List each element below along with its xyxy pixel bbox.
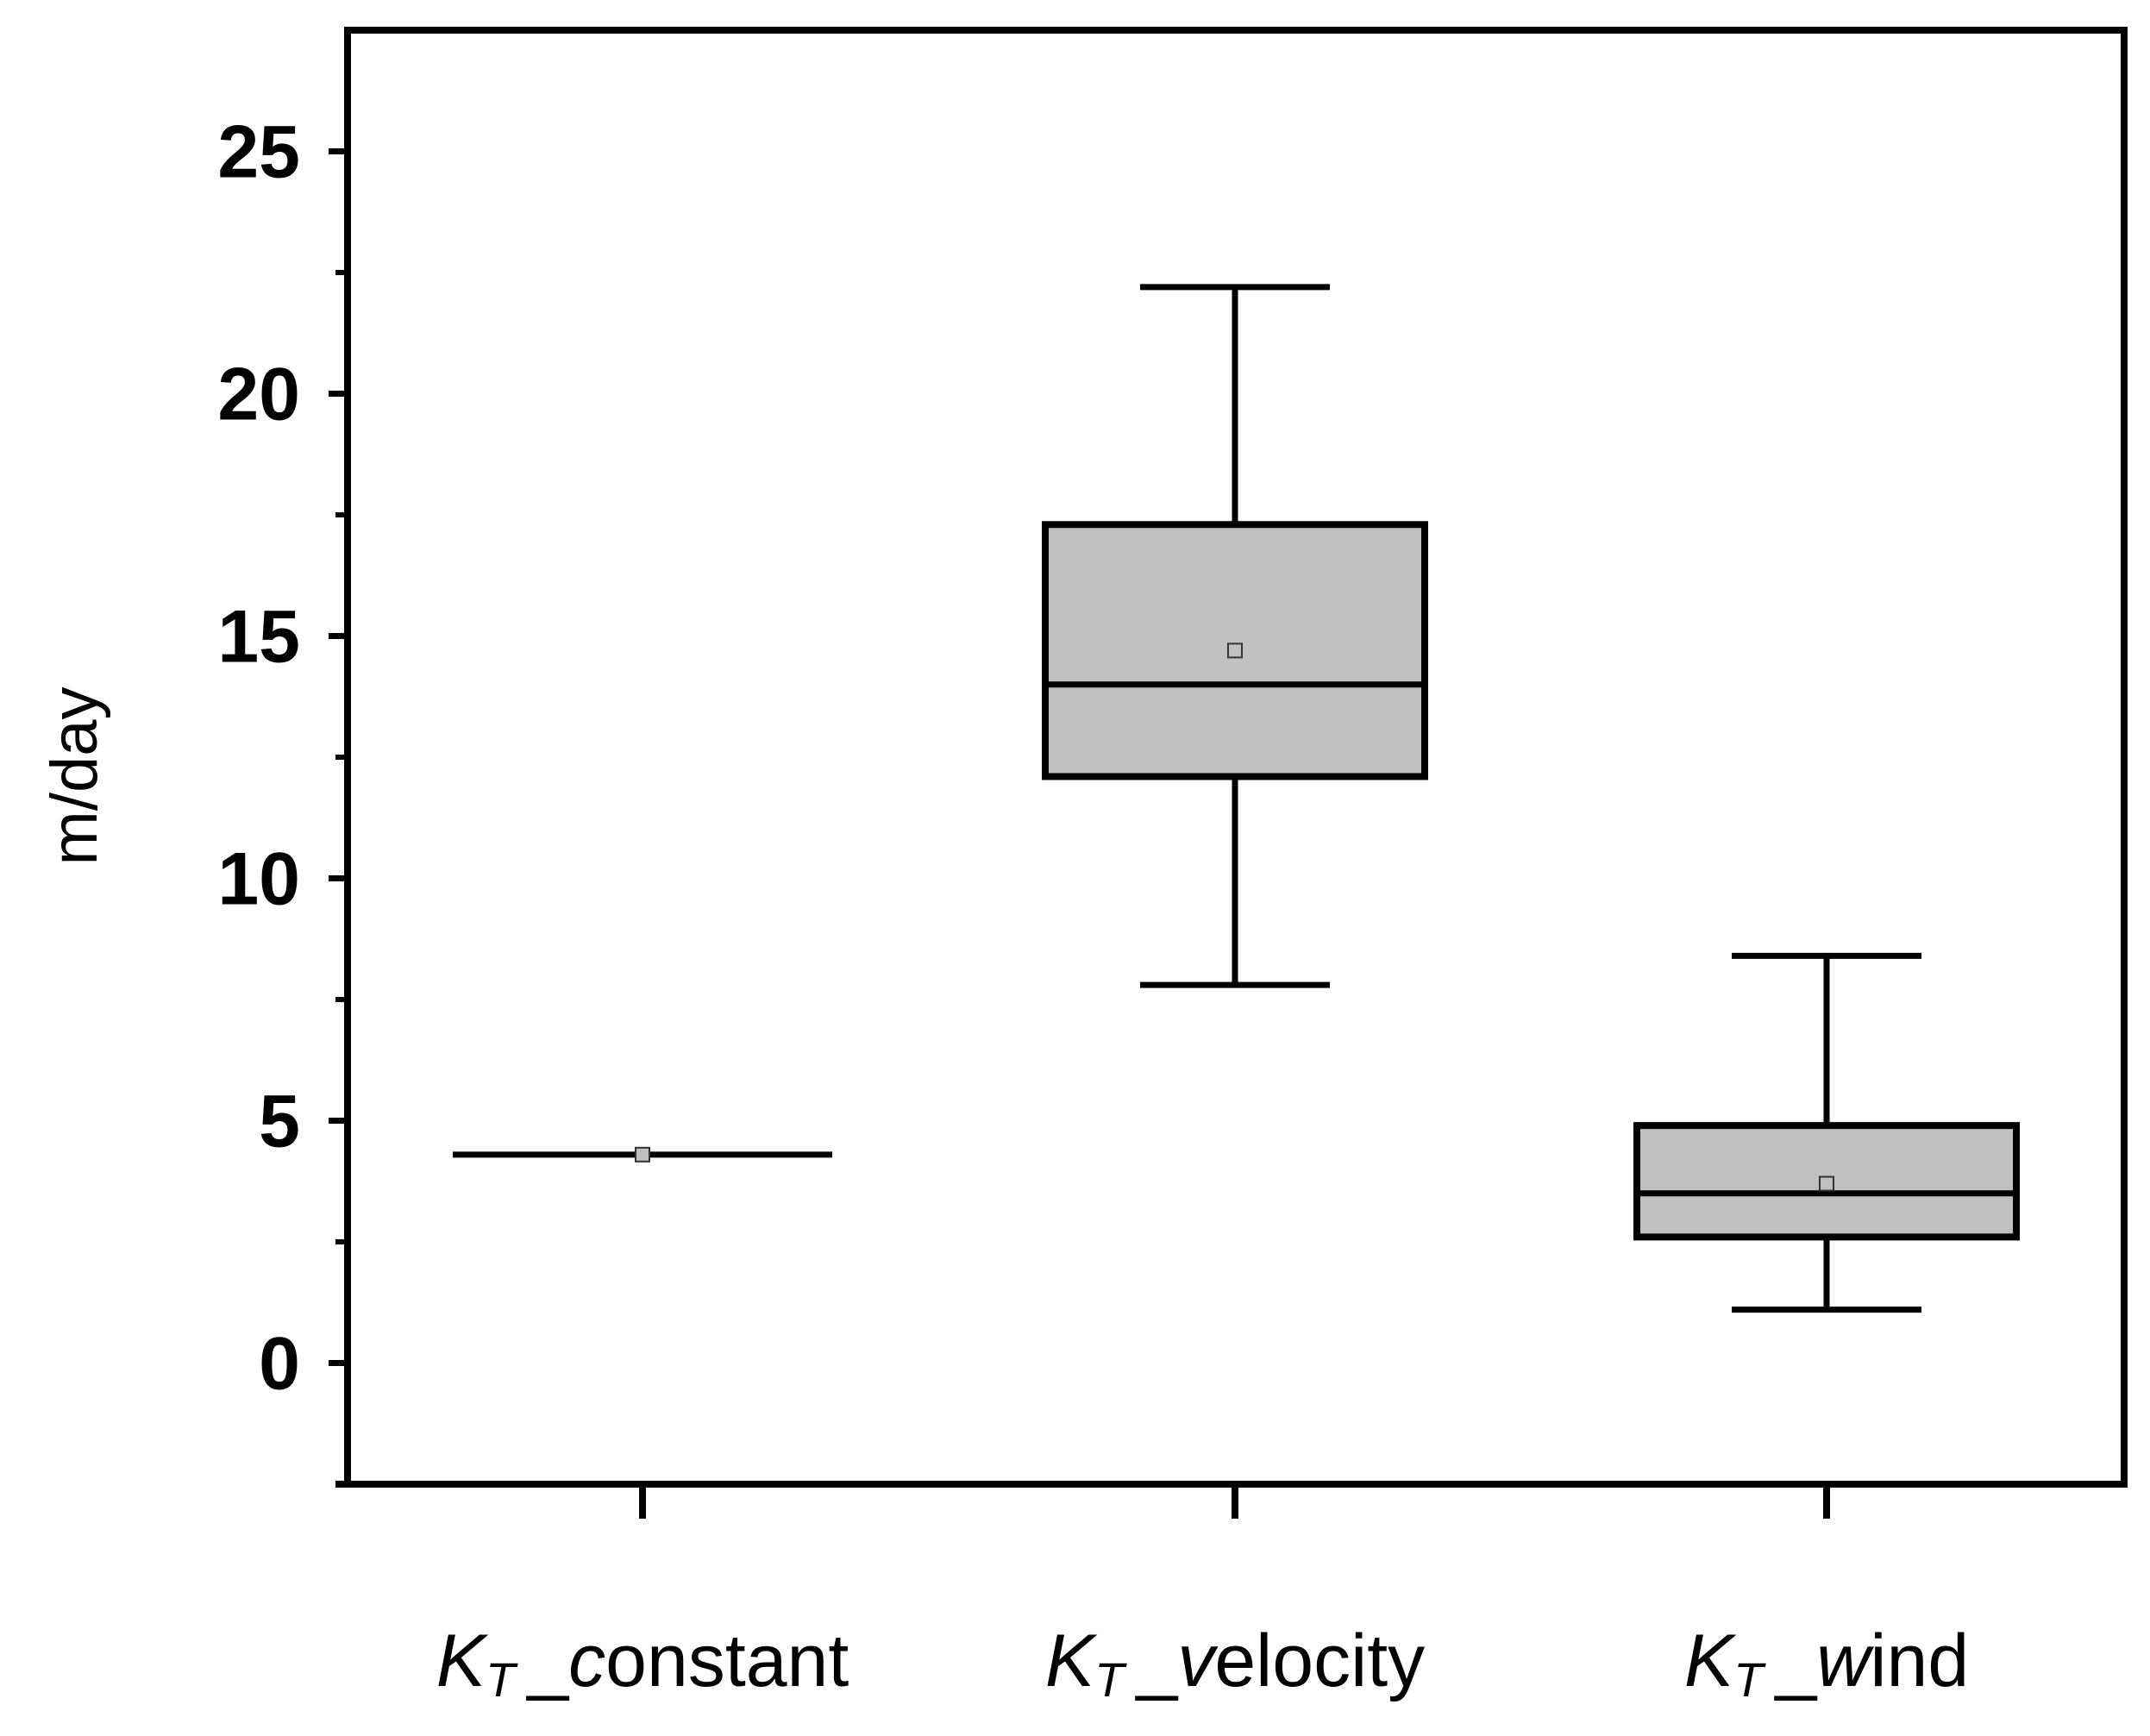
y-axis: 0 5 10 15 20 25 — [217, 111, 348, 1406]
box-wind — [1633, 952, 2020, 1313]
y-tick-label: 20 — [217, 354, 300, 436]
x-axis: KT _constant KT _velocity KT _wind — [335, 1481, 2124, 1707]
mean-marker — [635, 1146, 650, 1163]
y-axis-title: m/day — [38, 687, 111, 866]
y-tick-label: 5 — [259, 1081, 300, 1163]
x-category-label-constant: KT _constant — [436, 1620, 849, 1707]
x-category-label-velocity: KT _velocity — [1045, 1620, 1425, 1707]
y-tick-label: 10 — [217, 838, 300, 921]
y-tick-label: 25 — [217, 111, 300, 194]
y-tick-label: 0 — [259, 1323, 300, 1406]
y-tick-label: 15 — [217, 596, 300, 679]
x-category-label-wind: KT _wind — [1684, 1620, 1969, 1707]
box-velocity — [1042, 284, 1428, 988]
box-constant — [453, 1146, 832, 1163]
mean-marker — [1227, 642, 1243, 659]
box-series — [453, 284, 2020, 1313]
mean-marker — [1819, 1175, 1834, 1192]
